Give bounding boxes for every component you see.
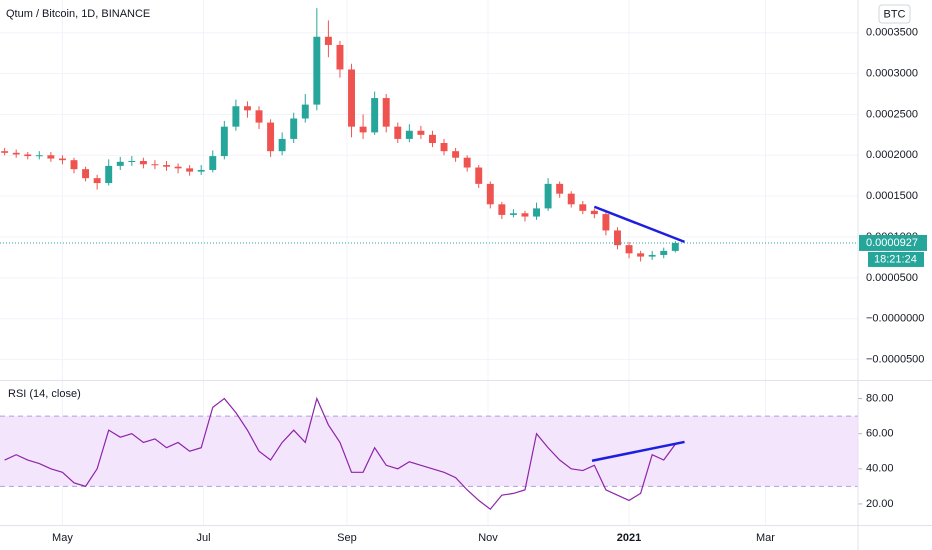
candle-body [70, 160, 78, 170]
chart-title: Qtum / Bitcoin, 1D, BINANCE [6, 8, 150, 20]
candle-body [105, 165, 113, 184]
candle-body [671, 242, 679, 251]
candle-body [463, 157, 471, 168]
y-tick-label: 0.0001500 [866, 190, 918, 202]
candle-body [648, 254, 656, 257]
candle-body [278, 138, 286, 152]
candle-body [614, 230, 621, 246]
candle-body [243, 106, 251, 111]
y-tick-label: 40.00 [866, 463, 894, 475]
candle-body [186, 168, 194, 172]
candle-body [24, 154, 32, 157]
candle-body [405, 130, 413, 139]
candle-body [12, 152, 20, 155]
x-tick-label: May [52, 532, 73, 544]
candle-body [47, 155, 55, 159]
candle-body [1, 151, 9, 153]
y-tick-label: −0.0000500 [866, 353, 924, 365]
x-tick-label: Mar [756, 532, 775, 544]
candle-body [301, 104, 309, 119]
candle-body [116, 161, 124, 166]
y-tick-label: 0.0000500 [866, 272, 918, 284]
candle-body [220, 126, 228, 157]
candle-body [590, 210, 598, 215]
candle-body [498, 204, 506, 215]
rsi-line [4, 396, 676, 511]
candle-body [267, 122, 275, 152]
x-tick-label: Jul [196, 532, 210, 544]
y-tick-label: 0.0003500 [866, 27, 918, 39]
candle-body [556, 183, 564, 194]
candle-body [637, 253, 645, 257]
candle-body [429, 134, 436, 144]
candle-body [567, 193, 575, 205]
x-tick-label: 2021 [617, 532, 641, 544]
candle-body [394, 126, 402, 139]
candle-body [544, 183, 552, 209]
candle-body [602, 214, 610, 231]
candle-body [509, 213, 517, 215]
candle-body [486, 183, 494, 205]
y-tick-label: 60.00 [866, 428, 894, 440]
candle-body [197, 169, 205, 172]
candle-body [625, 245, 633, 254]
x-tick-label: Sep [337, 532, 357, 544]
y-tick-label: 20.00 [866, 498, 894, 510]
last-price-label: 0.0000927 [866, 237, 918, 249]
y-tick-label: −0.0000000 [866, 313, 924, 325]
countdown-label: 18:21:24 [874, 253, 917, 265]
candle-body [58, 158, 66, 161]
candle-body [336, 44, 344, 70]
candle-body [371, 98, 379, 133]
last-price-tag [859, 234, 927, 251]
rsi-band [0, 416, 858, 487]
candle-body [382, 98, 390, 127]
candle-body [139, 160, 147, 165]
x-tick-label: Nov [478, 532, 498, 544]
y-tick-label: 0.0003000 [866, 67, 918, 79]
candle-body [255, 110, 263, 123]
candle-body [128, 160, 136, 162]
currency-label[interactable]: BTC [884, 8, 906, 20]
candle-body [232, 106, 240, 127]
rsi-title: RSI (14, close) [8, 388, 81, 400]
candle-body [163, 165, 170, 167]
candle-body [82, 169, 90, 179]
candle-body [440, 143, 448, 152]
trendline [593, 205, 686, 244]
candle-body [417, 130, 425, 135]
y-tick-label: 80.00 [866, 392, 894, 404]
candle-body [35, 155, 43, 157]
y-tick-label: 0.0002500 [866, 108, 918, 120]
candle-body [533, 208, 541, 217]
trendline [591, 440, 685, 462]
candle-body [290, 118, 298, 139]
candle-body [151, 164, 159, 166]
y-tick-label: 0.0002000 [866, 149, 918, 161]
candle-body [521, 213, 529, 217]
countdown-tag [868, 251, 924, 267]
candle-body [93, 178, 101, 184]
currency-button[interactable] [878, 4, 911, 24]
candle-body [475, 167, 483, 184]
candle-body [209, 156, 217, 170]
candle-body [174, 166, 182, 169]
candle-body [579, 204, 587, 211]
candle-body [313, 36, 321, 105]
candle-body [359, 126, 367, 133]
candle-body [324, 36, 332, 45]
candle-body [452, 151, 460, 158]
candle-body [348, 69, 355, 127]
candle-body [660, 250, 668, 255]
